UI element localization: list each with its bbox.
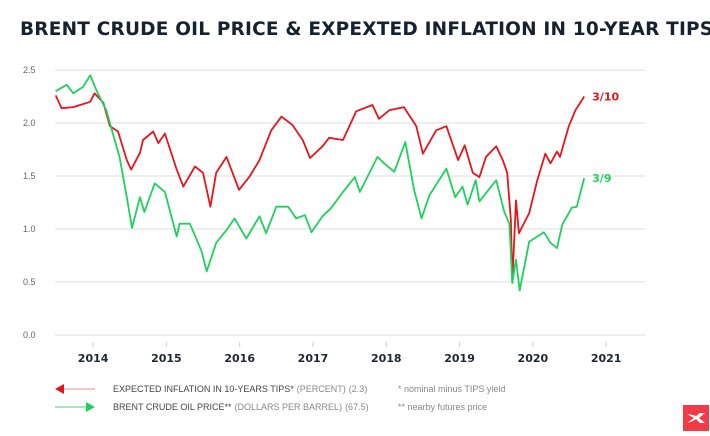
- x-tick-label: 2016: [224, 352, 255, 365]
- y-tick-label: 1.0: [23, 224, 36, 234]
- x-tick-label: 2014: [78, 352, 109, 365]
- y-axis: 0.0 0.5 1.0 1.5 2.0 2.5: [23, 65, 36, 340]
- legend-item-inflation: EXPECTED INFLATION IN 10-YEARS TIPS* (PE…: [55, 382, 367, 396]
- footnote-tips: * nominal minus TIPS yield: [398, 384, 506, 394]
- legend-label: EXPECTED INFLATION IN 10-YEARS TIPS*: [113, 384, 294, 394]
- x-logo-icon: [687, 413, 705, 423]
- legend-unit: (PERCENT): [296, 384, 346, 394]
- grid: [55, 69, 645, 336]
- legend-label: BRENT CRUDE OIL PRICE**: [113, 402, 232, 412]
- x-tick-label: 2020: [518, 352, 549, 365]
- series-line-0: [54, 92, 585, 283]
- x-tick-label: 2019: [444, 352, 475, 365]
- legend-item-oil: BRENT CRUDE OIL PRICE** (DOLLARS PER BAR…: [55, 400, 369, 414]
- series-line-1: [55, 74, 586, 292]
- legend-last-value: (67.5): [345, 402, 369, 412]
- y-tick-label: 1.5: [23, 171, 36, 181]
- red-left-arrow-icon: [55, 383, 95, 395]
- series-end-label: 3/10: [592, 91, 619, 104]
- y-tick-label: 2.0: [23, 118, 36, 128]
- legend-last-value: (2.3): [348, 384, 368, 394]
- x-tick-label: 2018: [371, 352, 402, 365]
- legend-unit: (DOLLARS PER BARREL): [234, 402, 343, 412]
- y-tick-label: 0.0: [23, 330, 36, 340]
- series-lines: [54, 74, 586, 292]
- end-labels: 3/10 3/9: [592, 91, 619, 186]
- footnote-futures: ** nearby futures price: [398, 402, 488, 412]
- y-tick-label: 0.5: [23, 277, 36, 287]
- brand-logo: [683, 405, 709, 431]
- green-right-arrow-icon: [55, 401, 95, 413]
- x-tick-label: 2017: [298, 352, 329, 365]
- chart-title: BRENT CRUDE OIL PRICE & EXPEXTED INFLATI…: [20, 19, 710, 40]
- x-axis: 2014 2015 2016 2017 2018 2019 2020 2021: [78, 342, 622, 365]
- x-tick-label: 2021: [591, 352, 622, 365]
- y-tick-label: 2.5: [23, 65, 36, 75]
- series-end-label: 3/9: [592, 172, 611, 185]
- x-tick-label: 2015: [151, 352, 182, 365]
